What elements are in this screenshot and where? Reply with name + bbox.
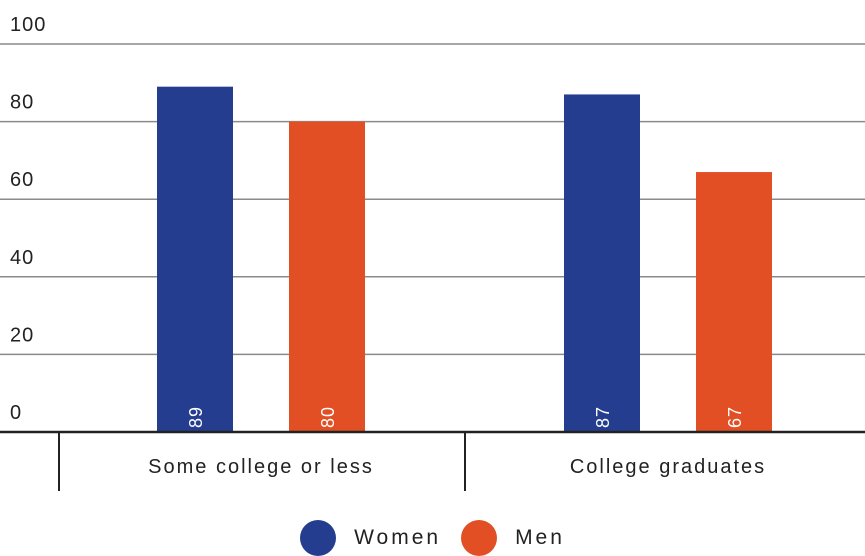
- legend: Women Men: [0, 520, 865, 556]
- bar-men-1: [289, 121, 365, 432]
- bar-women-1: [157, 86, 233, 433]
- category-label: College graduates: [570, 456, 766, 478]
- bar-men-2: [696, 172, 772, 433]
- bar-women-2: [564, 94, 640, 432]
- legend-swatch-men: [461, 520, 498, 556]
- y-axis-tick-labels: 0 20 40 60 80 100: [10, 14, 46, 424]
- legend-item-women: Women: [300, 520, 441, 556]
- data-labels: 89 87 80 67: [186, 406, 745, 428]
- legend-item-men: Men: [461, 520, 565, 556]
- x-axis: Some college or less College graduates: [0, 430, 865, 491]
- bar-chart: 0 20 40 60 80 100 89 87 80 67 Some college or le…: [0, 14, 865, 491]
- y-tick-label: 100: [10, 14, 46, 36]
- y-tick-label: 80: [10, 92, 34, 114]
- data-label: 80: [318, 406, 338, 428]
- category-label: Some college or less: [148, 456, 374, 478]
- bars: [157, 86, 772, 433]
- data-label: 67: [725, 406, 745, 428]
- legend-label-women: Women: [354, 526, 442, 549]
- y-tick-label: 60: [10, 169, 34, 191]
- data-label: 87: [593, 406, 613, 428]
- y-tick-label: 0: [10, 402, 22, 424]
- legend-swatch-women: [300, 520, 337, 556]
- data-label: 89: [186, 406, 206, 428]
- y-tick-label: 20: [10, 324, 34, 346]
- y-tick-label: 40: [10, 247, 34, 269]
- legend-label-men: Men: [515, 526, 565, 549]
